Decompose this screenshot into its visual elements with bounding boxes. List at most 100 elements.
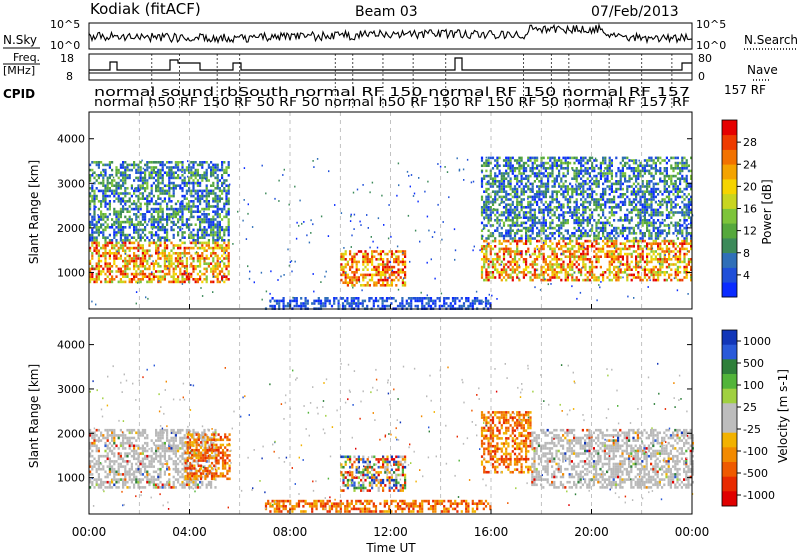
- heatmap-cell: [555, 245, 558, 248]
- heatmap-cell: [221, 254, 224, 258]
- heatmap-cell: [135, 168, 138, 172]
- heatmap-cell: [652, 273, 655, 277]
- heatmap-cell: [210, 228, 213, 232]
- heatmap-cell: [498, 182, 501, 186]
- heatmap-cell: [617, 234, 620, 238]
- heatmap-cell: [573, 219, 576, 222]
- heatmap-cell: [487, 164, 490, 167]
- heatmap-cell: [399, 271, 402, 274]
- heatmap-cell: [602, 278, 605, 282]
- heatmap-cell: [621, 156, 624, 160]
- heatmap-cell: [174, 210, 177, 213]
- heatmap-cell: [641, 174, 644, 178]
- heatmap-cell: [628, 203, 631, 206]
- heatmap-cell: [685, 182, 688, 186]
- heatmap-cell: [390, 302, 393, 305]
- heatmap-cell: [494, 265, 497, 269]
- heatmap-cell: [650, 156, 653, 160]
- heatmap-cell: [172, 189, 175, 193]
- heatmap-cell: [462, 302, 466, 305]
- heatmap-cell: [93, 239, 96, 242]
- heatmap-cell: [203, 233, 206, 237]
- heatmap-cell: [643, 245, 646, 248]
- heatmap-cell: [606, 239, 609, 243]
- heatmap-cell: [654, 187, 657, 191]
- heatmap-cell: [573, 174, 576, 178]
- heatmap-cell: [382, 260, 385, 264]
- heatmap-cell: [404, 252, 407, 256]
- heatmap-cell: [531, 237, 534, 240]
- heatmap-cell: [454, 299, 457, 303]
- heatmap-cell: [685, 208, 688, 212]
- heatmap-cell: [595, 198, 598, 201]
- heatmap-cell: [540, 237, 543, 240]
- heatmap-cell: [122, 220, 125, 224]
- heatmap-cell: [185, 189, 188, 193]
- heatmap-cell: [569, 258, 572, 261]
- heatmap-cell: [181, 207, 184, 211]
- heatmap-cell: [362, 284, 365, 287]
- heatmap-cell: [141, 223, 144, 226]
- heatmap-cell: [405, 302, 408, 305]
- heatmap-cell: [516, 245, 519, 248]
- heatmap-cell: [170, 259, 173, 263]
- heatmap-cell: [113, 231, 116, 234]
- heatmap-cell: [144, 179, 147, 182]
- heatmap-cell: [690, 273, 693, 277]
- heatmap-cell: [531, 195, 534, 199]
- heatmap-cell: [194, 280, 197, 284]
- heatmap-cell: [227, 239, 230, 242]
- heatmap-cell: [126, 239, 129, 242]
- heatmap-cell: [670, 174, 673, 178]
- heatmap-cell: [366, 273, 369, 277]
- heatmap-cell: [628, 200, 631, 204]
- heatmap-cell: [170, 220, 173, 224]
- heatmap-cell: [104, 239, 107, 242]
- heatmap-cell: [223, 241, 226, 245]
- heatmap-cell: [641, 278, 644, 282]
- heatmap-cell: [685, 268, 688, 271]
- heatmap-cell: [681, 208, 684, 212]
- heatmap-cell: [639, 172, 642, 175]
- heatmap-cell: [639, 198, 642, 201]
- heatmap-cell: [491, 200, 495, 204]
- heatmap-cell: [159, 236, 162, 239]
- heatmap-cell: [344, 278, 347, 282]
- heatmap-cell: [522, 271, 525, 274]
- heatmap-cell: [95, 241, 98, 245]
- heatmap-cell: [505, 278, 508, 282]
- heatmap-cell: [174, 176, 177, 180]
- heatmap-cell: [484, 304, 488, 308]
- heatmap-cell: [547, 268, 550, 271]
- heatmap-cell: [513, 159, 517, 162]
- heatmap-cell: [102, 200, 105, 203]
- heatmap-cell: [566, 206, 569, 209]
- heatmap-cell: [665, 203, 668, 206]
- heatmap-cell: [513, 185, 517, 188]
- heatmap-cell: [133, 252, 136, 255]
- heatmap-cell: [507, 219, 510, 222]
- heatmap-cell: [139, 207, 142, 211]
- heatmap-cell: [382, 271, 385, 274]
- heatmap-cell: [643, 159, 646, 162]
- heatmap-cell: [216, 278, 219, 281]
- heatmap-cell: [661, 265, 664, 269]
- heatmap-cell: [122, 205, 125, 208]
- heatmap-cell: [410, 297, 413, 300]
- heatmap-cell: [144, 252, 147, 255]
- heatmap-cell: [588, 156, 591, 160]
- heatmap-cell: [516, 242, 519, 245]
- heatmap-cell: [159, 257, 162, 260]
- heatmap-cell: [93, 194, 96, 198]
- heatmap-cell: [595, 265, 598, 269]
- heatmap-cell: [141, 257, 144, 260]
- heatmap-cell: [117, 280, 120, 284]
- heatmap-cell: [588, 200, 591, 204]
- heatmap-cell: [650, 187, 653, 191]
- heatmap-cell: [487, 180, 490, 183]
- heatmap-cell: [185, 205, 188, 208]
- heatmap-cell: [621, 159, 624, 162]
- heatmap-cell: [573, 190, 576, 193]
- heatmap-cell: [179, 262, 182, 265]
- heatmap-cell: [93, 202, 96, 206]
